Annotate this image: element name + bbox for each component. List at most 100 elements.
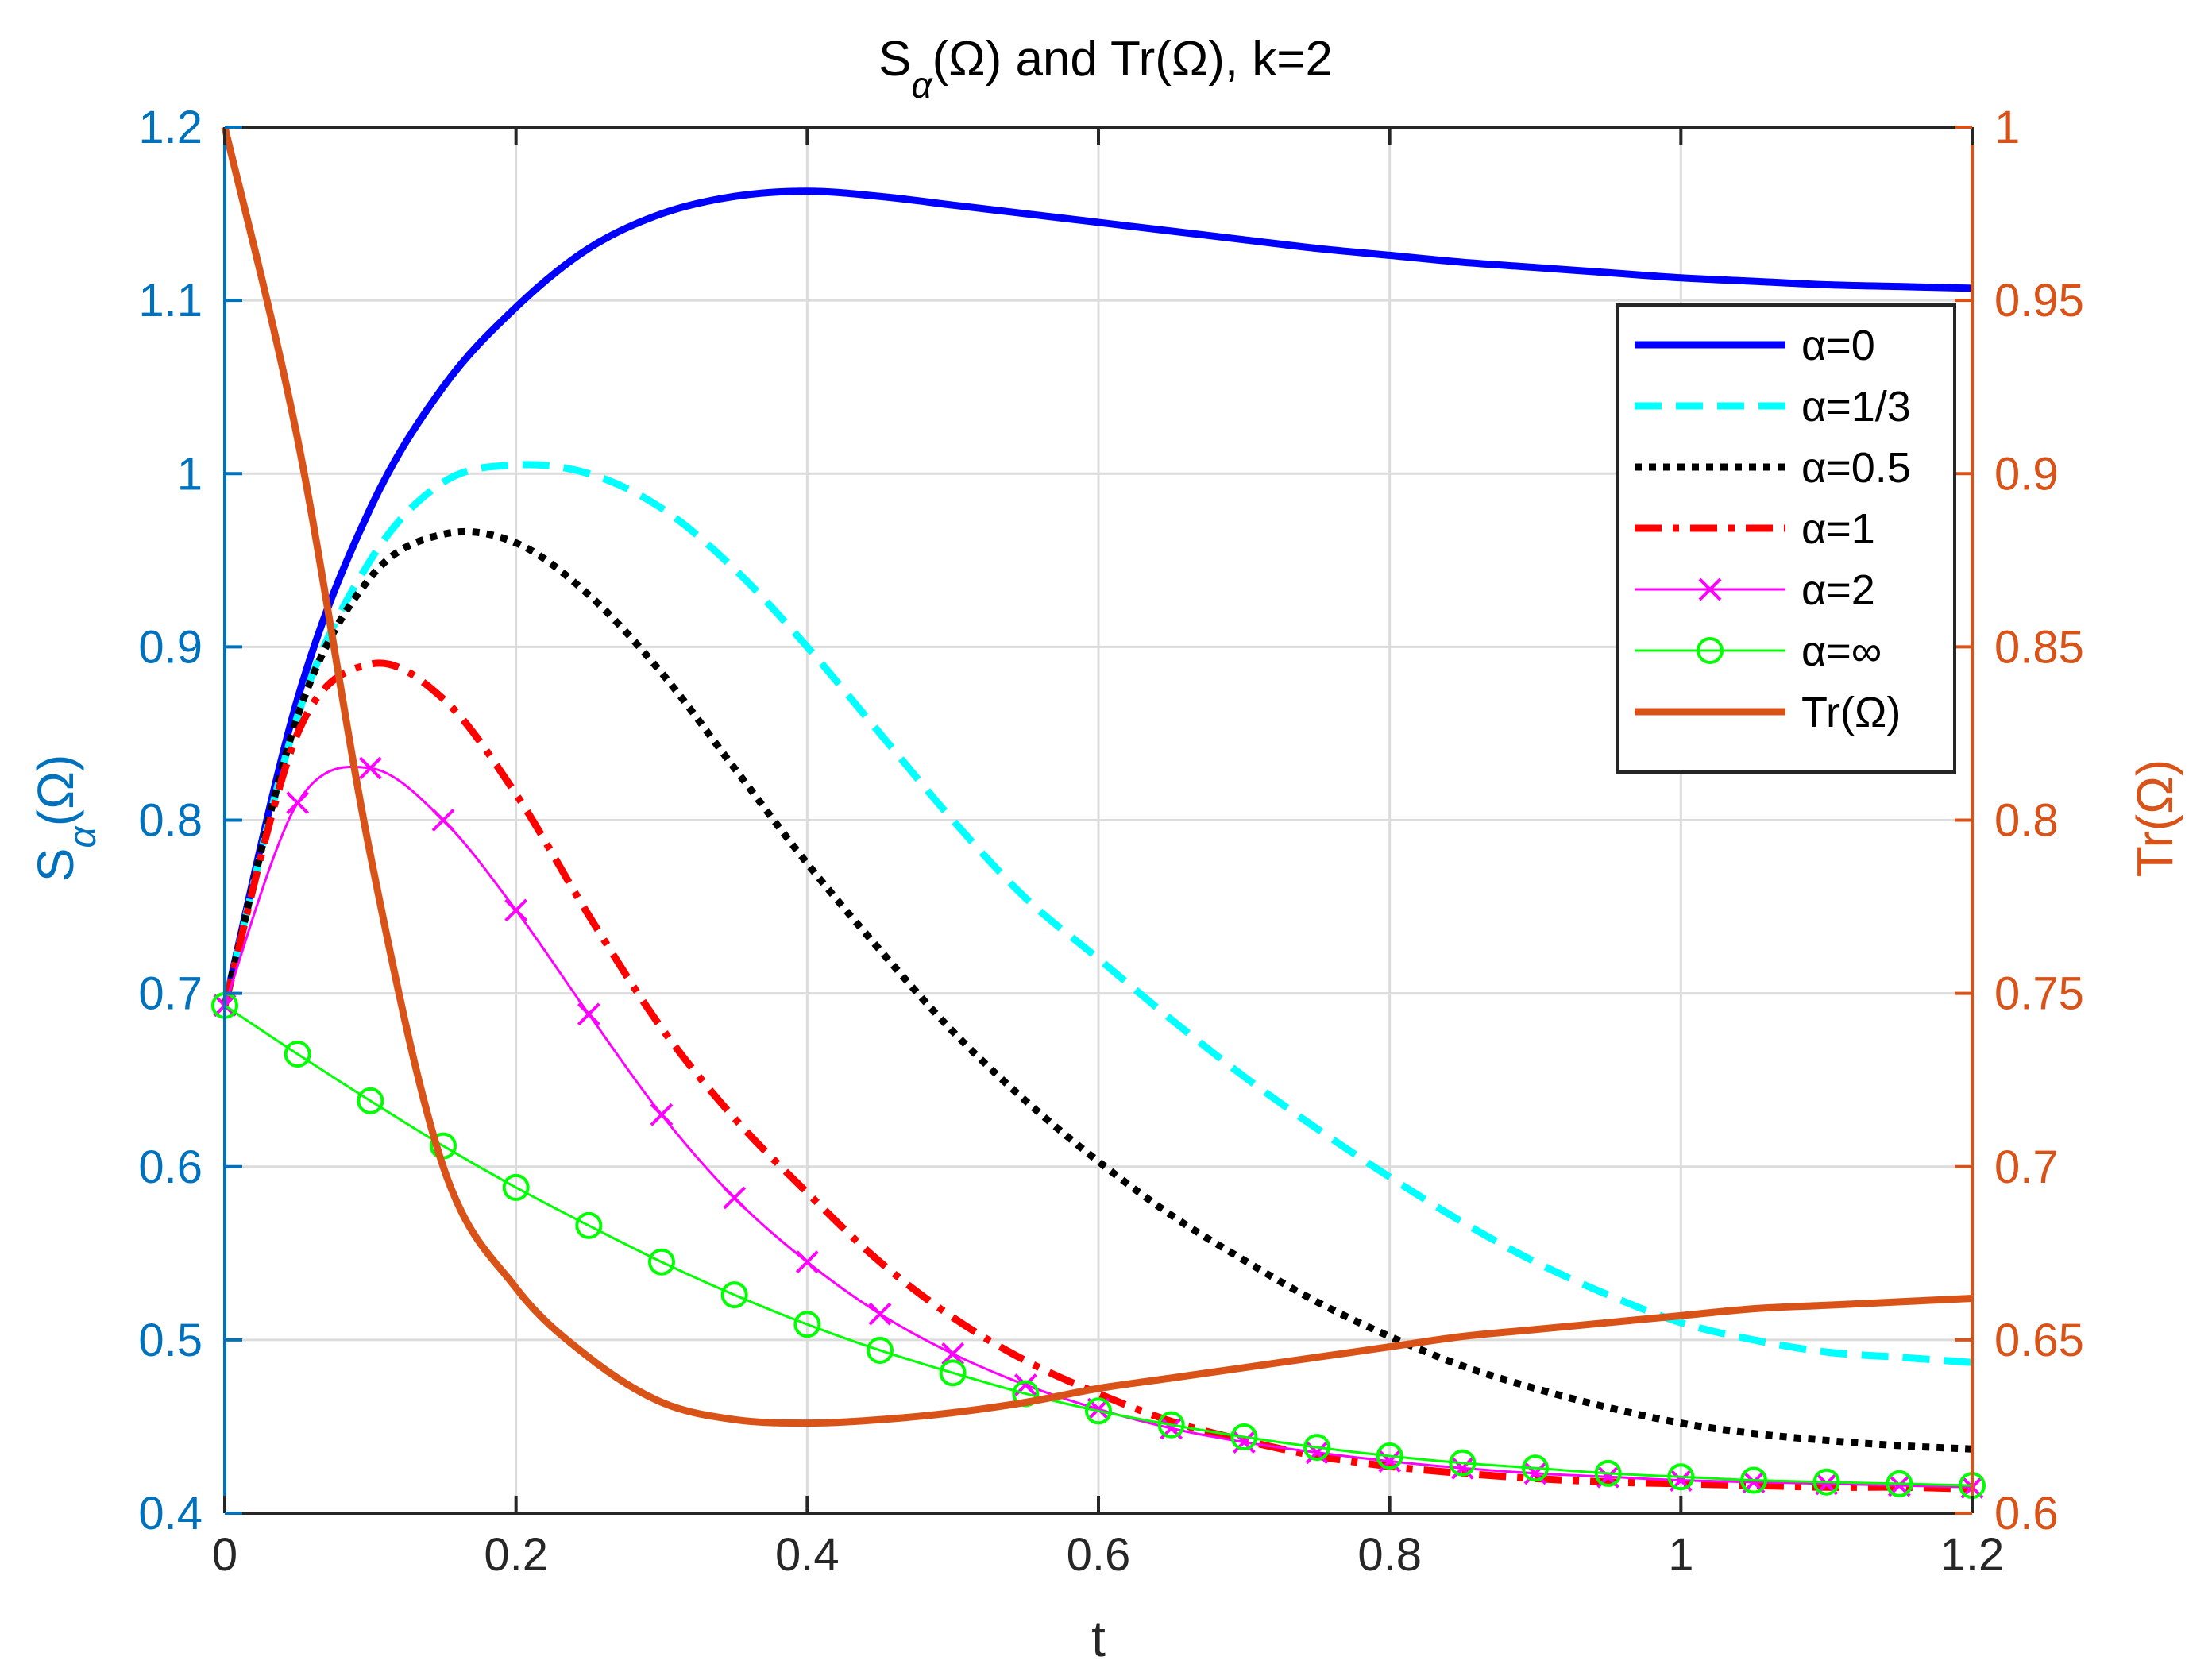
y-axis-right-label: Tr(Ω) [2126, 759, 2183, 878]
series-5-marker-14 [1230, 1423, 1258, 1451]
legend-item-1: α=1/3 [1635, 383, 1911, 431]
series-4-marker-18 [1523, 1462, 1547, 1485]
series-4-marker-3 [431, 809, 455, 832]
y-axis-left-label-main: S [27, 848, 84, 882]
series-5-marker-1 [284, 1040, 311, 1068]
x-tick-label-2: 0.4 [775, 1529, 840, 1581]
series-line-6 [221, 126, 1973, 1427]
legend-items: α=0 α=1/3 α=0.5 α=1 α=2 α=∞ Tr(Ω) [1635, 322, 1911, 736]
legend-label-4: α=2 [1801, 566, 1875, 614]
series-5-marker-23 [1886, 1470, 1913, 1497]
legend-label-6: Tr(Ω) [1801, 689, 1901, 736]
y-right-tick-label-8: 1 [1994, 102, 2020, 153]
y-left-tick-label-5: 0.9 [138, 621, 203, 673]
series-5-marker-6 [648, 1248, 675, 1276]
series-5-marker-12 [1085, 1397, 1112, 1425]
tick-labels: 0 0.2 0.4 0.6 0.8 1 1.2 0.4 0.5 0.6 0.7 0.8 0.9 1 1.1 1… [138, 102, 2084, 1581]
x-tick-label-0: 0 [212, 1529, 237, 1581]
y-right-tick-label-6: 0.9 [1994, 448, 2059, 500]
series-2 [221, 527, 1973, 1453]
legend-marker-5 [1697, 637, 1724, 664]
legend-label-3: α=1 [1801, 505, 1875, 553]
y-right-tick-label-4: 0.8 [1994, 795, 2059, 847]
y-right-tick-label-2: 0.7 [1994, 1141, 2059, 1193]
series-5-marker-13 [1157, 1411, 1185, 1439]
series-5-marker-19 [1594, 1459, 1622, 1487]
legend-label-2: α=0.5 [1801, 444, 1911, 492]
y-left-tick-label-4: 0.8 [138, 795, 203, 847]
legend-label-0: α=0 [1801, 322, 1875, 369]
y-left-tick-label-1: 0.5 [138, 1315, 203, 1366]
series-5-marker-5 [575, 1211, 603, 1239]
y-right-tick-label-7: 0.95 [1994, 275, 2084, 326]
axes-layer [223, 126, 1974, 1515]
series-5-marker-17 [1449, 1449, 1477, 1477]
series-4-marker-6 [650, 1103, 674, 1126]
series-5-marker-10 [939, 1359, 967, 1387]
series-4-marker-10 [941, 1342, 965, 1365]
series-5-marker-7 [720, 1281, 748, 1309]
x-tick-label-4: 0.8 [1357, 1529, 1422, 1581]
series-4-marker-5 [577, 1002, 600, 1026]
series-4-marker-4 [504, 898, 528, 922]
series-6 [221, 126, 1973, 1427]
y-axis-left-label: Sα(Ω) [27, 755, 104, 882]
series-4-marker-1 [286, 791, 310, 815]
y-left-tick-label-3: 0.7 [138, 968, 203, 1020]
y-left-tick-label-6: 1 [177, 448, 203, 500]
series-5-marker-4 [502, 1173, 530, 1201]
legend-marker-4 [1698, 577, 1722, 601]
series-5-marker-8 [793, 1311, 821, 1338]
chart-title-rest: (Ω) and Tr(Ω), k=2 [932, 32, 1333, 87]
series-line-3 [221, 659, 1973, 1493]
y-right-tick-label-0: 0.6 [1994, 1488, 2059, 1539]
chart-title-subscript: α [911, 64, 933, 106]
x-tick-label-6: 1.2 [1940, 1529, 2005, 1581]
series-line-2 [221, 527, 1973, 1453]
series-5-marker-21 [1740, 1466, 1767, 1494]
x-tick-label-1: 0.2 [484, 1529, 548, 1581]
legend-item-2: α=0.5 [1635, 444, 1911, 492]
series-4-marker-2 [358, 756, 382, 780]
x-tick-label-5: 1 [1668, 1529, 1693, 1581]
legend-item-4: α=2 [1635, 566, 1875, 614]
x-tick-label-3: 0.6 [1067, 1529, 1131, 1581]
series-5-marker-16 [1376, 1442, 1403, 1470]
series-line-1 [221, 461, 1973, 1366]
x-axis-label: t [1091, 1610, 1106, 1667]
series-line-0 [221, 187, 1973, 1006]
series-5-marker-22 [1812, 1468, 1840, 1496]
legend-box [1616, 303, 1956, 774]
legend-item-3: α=1 [1635, 505, 1875, 553]
series-4-marker-9 [868, 1302, 892, 1326]
y-left-tick-label-2: 0.6 [138, 1141, 203, 1193]
y-right-tick-label-5: 0.85 [1994, 621, 2084, 673]
y-axis-left-label-subscript: α [62, 825, 104, 848]
legend-item-0: α=0 [1635, 322, 1875, 369]
series-5-marker-2 [357, 1087, 384, 1114]
series-5-marker-15 [1303, 1434, 1330, 1462]
series-5-marker-18 [1522, 1454, 1549, 1482]
y-left-tick-label-0: 0.4 [138, 1488, 203, 1539]
series-0 [221, 187, 1973, 1006]
legend-label-5: α=∞ [1801, 628, 1882, 675]
y-left-tick-label-8: 1.2 [138, 102, 203, 153]
series-5-marker-20 [1667, 1463, 1695, 1491]
series-4-marker-8 [795, 1250, 819, 1274]
series-1 [221, 461, 1973, 1366]
legend-item-6: Tr(Ω) [1635, 689, 1901, 736]
series-4-marker-7 [723, 1186, 747, 1210]
chart-title: Sα(Ω) and Tr(Ω), k=2 [878, 32, 1333, 106]
legend: α=0 α=1/3 α=0.5 α=1 α=2 α=∞ Tr(Ω) [1616, 303, 1956, 774]
y-axis-left-label-rest: (Ω) [27, 755, 84, 826]
y-right-tick-label-3: 0.75 [1994, 968, 2084, 1020]
y-left-tick-label-7: 1.1 [138, 275, 203, 326]
series-5-marker-9 [867, 1336, 894, 1364]
legend-item-5: α=∞ [1635, 628, 1882, 675]
y-right-tick-label-1: 0.65 [1994, 1315, 2084, 1366]
chart-title-main: S [878, 32, 911, 87]
series-3 [221, 659, 1973, 1493]
legend-label-1: α=1/3 [1801, 383, 1911, 431]
series-line-5 [224, 1004, 1973, 1487]
